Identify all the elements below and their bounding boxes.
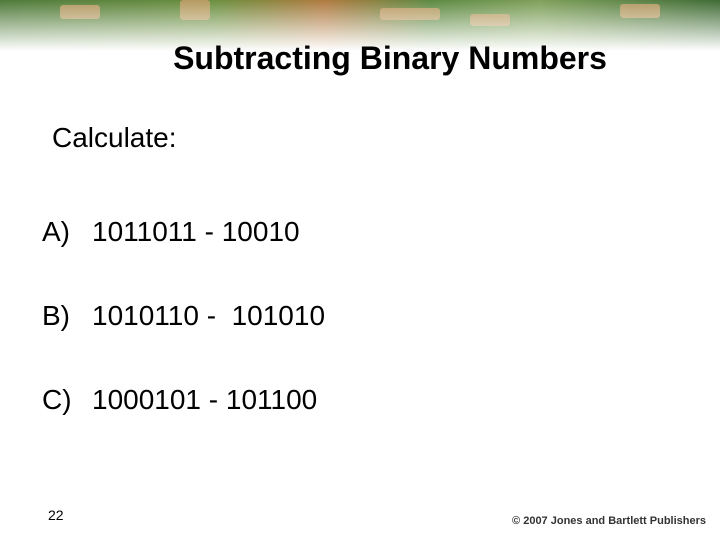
header-image [0, 0, 720, 60]
item-expression: 1000101 - 101100 [92, 384, 318, 415]
slide-title: Subtracting Binary Numbers [173, 40, 607, 76]
instruction: Calculate: [52, 122, 177, 153]
item-label: C) [42, 384, 72, 415]
item-expression: 1011011 - 10010 [92, 216, 300, 247]
item-label: A) [42, 216, 70, 247]
item-expression: 1010110 - 101010 [92, 300, 326, 331]
copyright: © 2007 Jones and Bartlett Publishers [512, 515, 706, 527]
page-number: 22 [48, 507, 64, 523]
item-label: B) [42, 300, 70, 331]
